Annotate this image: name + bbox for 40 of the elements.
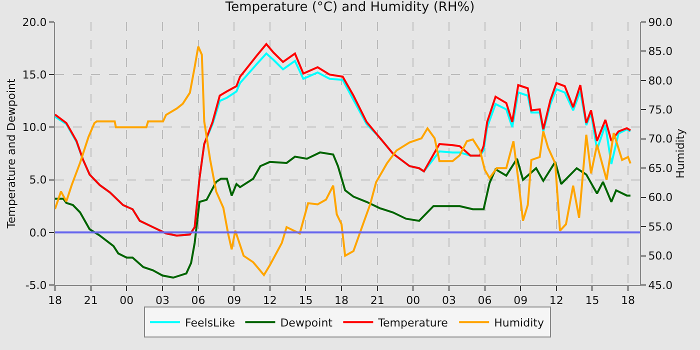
x-tick-label: 18 (621, 294, 636, 308)
y2-tick-label: 50.0 (648, 250, 673, 263)
x-tick-label: 18 (48, 294, 62, 308)
x-tick-label: 12 (549, 294, 564, 308)
y2-tick-label: 80.0 (648, 74, 673, 88)
x-tick-label: 06 (478, 294, 492, 308)
y2-tick-label: 60.0 (648, 191, 673, 204)
y-tick-label: 15.0 (22, 68, 47, 82)
x-tick-label: 21 (370, 294, 384, 308)
y2-tick-label: 45.0 (648, 278, 673, 292)
y2-tick-label: 65.0 (648, 162, 673, 175)
y2-tick-label: 90.0 (648, 16, 673, 29)
x-tick-label: 12 (262, 294, 277, 308)
legend-label: Dewpoint (280, 316, 334, 330)
x-tick-label: 21 (84, 294, 98, 308)
y2-tick-label: 55.0 (648, 220, 673, 234)
y-tick-label: 0.0 (29, 226, 47, 240)
x-tick-label: 09 (514, 294, 528, 308)
x-tick-label: 03 (155, 294, 170, 308)
x-tick-label: 18 (334, 294, 349, 308)
y2-tick-label: 70.0 (648, 132, 673, 146)
x-tick-label: 09 (227, 294, 242, 308)
y2-tick-label: 75.0 (648, 104, 673, 117)
x-tick-label: 06 (191, 294, 206, 308)
y-tick-label: -5.0 (25, 278, 47, 292)
y2-tick-label: 85.0 (648, 45, 673, 58)
legend-label: FeelsLike (185, 316, 236, 330)
legend-label: Temperature (377, 316, 448, 330)
y2-axis-title: Humidity (674, 128, 687, 178)
x-tick-label: 03 (442, 294, 456, 308)
y-tick-label: 5.0 (29, 174, 47, 187)
y-tick-label: 20.0 (22, 16, 47, 29)
x-tick-label: 00 (406, 294, 420, 308)
x-tick-label: 15 (585, 294, 600, 308)
y-axis-title: Temperature and Dewpoint (4, 78, 18, 230)
x-tick-label: 00 (120, 294, 134, 308)
legend-label: Humidity (494, 316, 544, 330)
y-tick-label: 10.0 (22, 121, 47, 134)
chart-title: Temperature (°C) and Humidity (RH%) (224, 0, 475, 15)
x-tick-label: 15 (298, 294, 313, 308)
